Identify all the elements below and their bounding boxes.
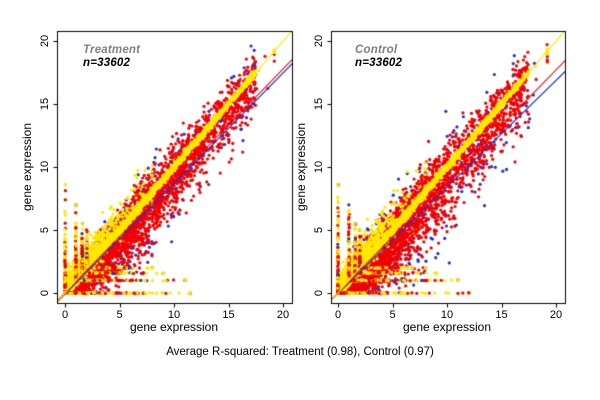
y-tick-label: 10 xyxy=(313,160,325,174)
y-axis-label-right: gene expression xyxy=(294,122,308,212)
y-tick-label: 5 xyxy=(313,226,325,234)
x-tick-label: 20 xyxy=(276,309,290,321)
x-tick-label: 15 xyxy=(222,309,235,321)
x-tick-label: 0 xyxy=(334,309,342,321)
panel-n-label: n=33602 xyxy=(355,57,403,69)
y-tick-label: 0 xyxy=(313,289,325,297)
x-tick-label: 15 xyxy=(495,309,508,321)
x-tick-label: 5 xyxy=(116,309,123,321)
y-tick-label: 20 xyxy=(39,34,51,48)
y-tick-label: 10 xyxy=(39,160,51,174)
x-axis-label-right: gene expression xyxy=(402,320,492,334)
figure-caption: Average R-squared: Treatment (0.98), Con… xyxy=(166,346,434,358)
y-tick-label: 15 xyxy=(313,97,325,111)
x-tick-label: 10 xyxy=(440,309,454,321)
x-tick-label: 20 xyxy=(549,309,563,321)
y-tick-label: 0 xyxy=(39,289,51,297)
y-tick-label: 15 xyxy=(39,97,51,111)
y-tick-label: 20 xyxy=(313,34,325,48)
panel-n-label: n=33602 xyxy=(83,57,131,69)
y-tick-label: 5 xyxy=(39,226,51,234)
panel-title-control: Control n=33602 xyxy=(355,44,402,70)
panel-title-label: Control xyxy=(355,44,398,56)
panel-title-treatment: Treatment n=33602 xyxy=(83,44,140,70)
panel-title-label: Treatment xyxy=(83,44,141,56)
x-axis-label-left: gene expression xyxy=(129,320,219,334)
x-tick-label: 0 xyxy=(61,309,69,321)
x-tick-label: 5 xyxy=(389,309,396,321)
x-tick-label: 10 xyxy=(167,309,181,321)
y-axis-label-left: gene expression xyxy=(20,122,34,212)
